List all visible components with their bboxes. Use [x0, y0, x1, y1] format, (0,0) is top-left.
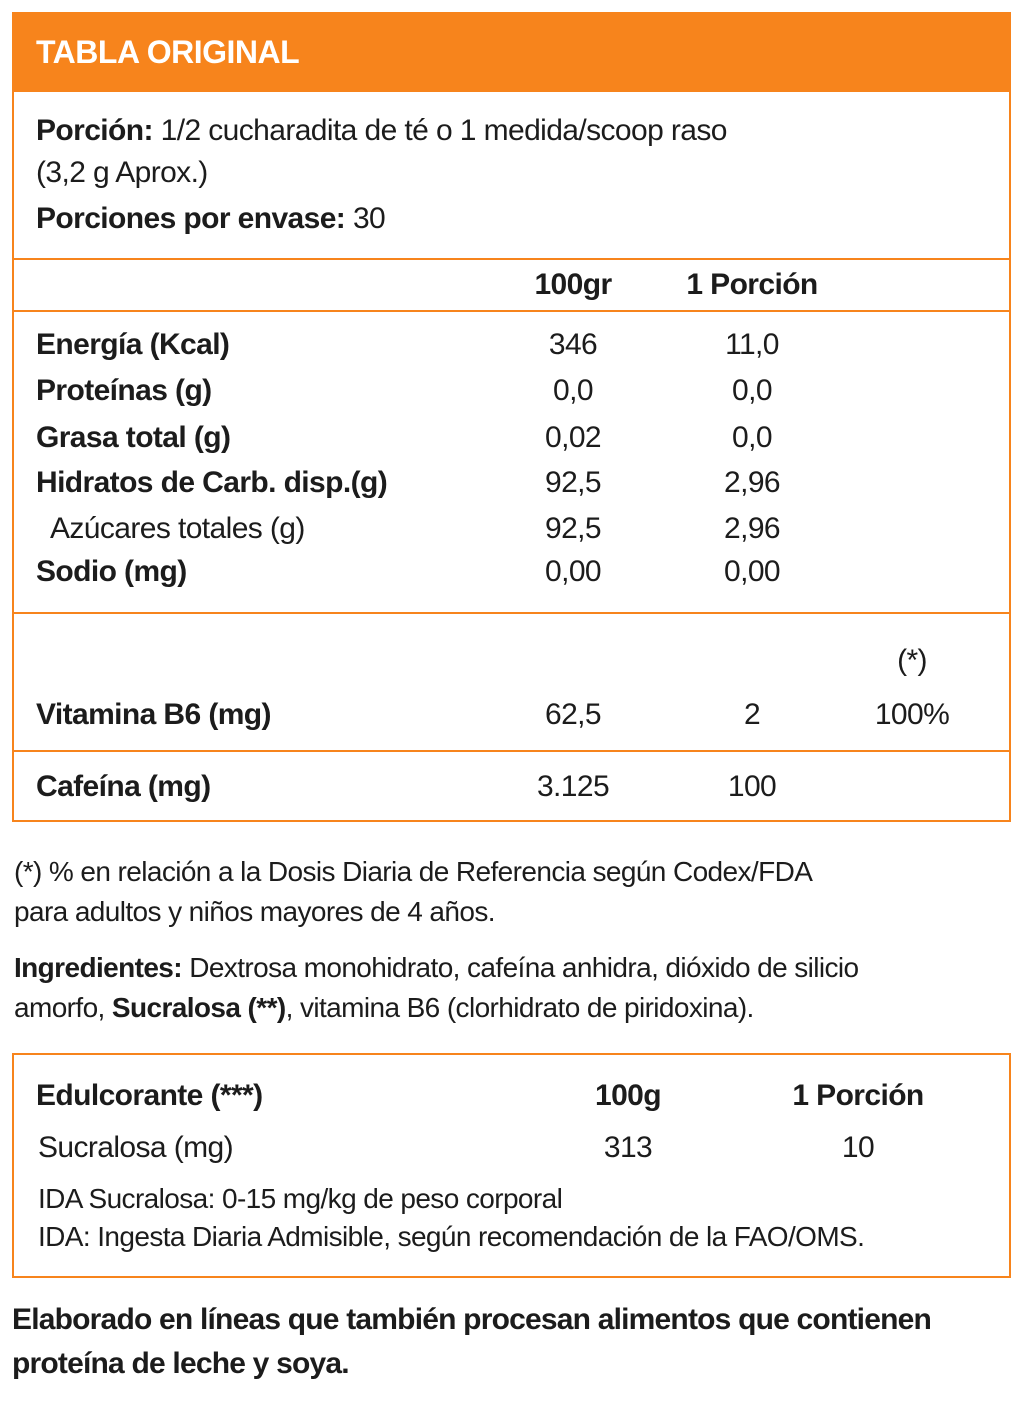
- ingredients-text: amorfo,: [14, 992, 105, 1023]
- nutrient-per100: 346: [548, 328, 598, 361]
- servings-label: Porciones por envase:: [36, 202, 346, 235]
- divider: [14, 750, 1009, 752]
- table-header: TABLA ORIGINAL: [14, 14, 1009, 92]
- nutrient-name: Grasa total (g): [36, 421, 231, 454]
- nutrient-per100: 0,02: [545, 421, 602, 454]
- nutrient-name: Hidratos de Carb. disp.(g): [36, 466, 388, 499]
- divider: [14, 310, 1009, 312]
- sweetener-col-portion: 1 Porción: [792, 1079, 924, 1112]
- caffeine-name: Cafeína (mg): [36, 770, 211, 803]
- ingredients-line: amorfo, Sucralosa (**), vitamina B6 (clo…: [14, 988, 1014, 1028]
- ingredients-label: Ingredientes:: [14, 952, 183, 983]
- sweetener-header: Edulcorante (***): [36, 1079, 263, 1112]
- divider: [14, 612, 1009, 614]
- sweetener-col-100g: 100g: [595, 1079, 662, 1112]
- vitamin-perportion: 2: [743, 698, 761, 731]
- sweetener-row-portion: 10: [841, 1131, 875, 1164]
- nutrient-perportion: 2,96: [724, 466, 781, 499]
- nutrition-table: TABLA ORIGINAL Porción: 1/2 cucharadita …: [12, 12, 1011, 822]
- ingredients-text: , vitamina B6 (clorhidrato de piridoxina…: [285, 992, 755, 1023]
- divider: [14, 258, 1009, 260]
- ida-line: IDA Sucralosa: 0-15 mg/kg de peso corpor…: [38, 1183, 563, 1214]
- nutrient-name-sub: Azúcares totales (g): [50, 512, 305, 545]
- portion-weight: (3,2 g Aprox.): [36, 156, 208, 189]
- allergen-line: proteína de leche y soya.: [12, 1347, 350, 1380]
- vitamin-name: Vitamina B6 (mg): [36, 698, 272, 731]
- sweetener-box: Edulcorante (***) 100g 1 Porción Sucralo…: [12, 1053, 1011, 1278]
- nutrient-name: Proteínas (g): [36, 374, 212, 407]
- ingredients-text: Dextrosa monohidrato, cafeína anhidra, d…: [189, 952, 859, 983]
- portion-label: Porción:: [36, 114, 153, 147]
- vitamin-dv: 100%: [874, 698, 950, 731]
- nutrient-per100: 0,0: [553, 374, 594, 407]
- nutrient-perportion: 11,0: [725, 328, 779, 361]
- col-header-portion: 1 Porción: [686, 268, 818, 301]
- nutrient-per100: 92,5: [545, 512, 602, 545]
- vitamin-per100: 62,5: [545, 698, 602, 731]
- portion-value: 1/2 cucharadita de té o 1 medida/scoop r…: [160, 114, 728, 147]
- allergen-statement: Elaborado en líneas que también procesan…: [12, 1298, 1017, 1386]
- nutrient-name: Sodio (mg): [36, 555, 187, 588]
- allergen-line: Elaborado en líneas que también procesan…: [12, 1303, 932, 1336]
- dv-header: (*): [897, 644, 927, 677]
- caffeine-per100: 3.125: [536, 770, 610, 803]
- ingredients-bold: Sucralosa (**): [111, 992, 286, 1023]
- footnote-line: (*) % en relación a la Dosis Diaria de R…: [14, 856, 813, 887]
- sweetener-row-100g: 313: [603, 1131, 653, 1164]
- sweetener-row-name: Sucralosa (mg): [38, 1131, 234, 1164]
- caffeine-perportion: 100: [727, 770, 777, 803]
- nutrient-name: Energía (Kcal): [36, 328, 230, 361]
- ingredients: Ingredientes: Dextrosa monohidrato, cafe…: [14, 948, 1014, 1028]
- table-title: TABLA ORIGINAL: [36, 34, 300, 70]
- portion-line: Porción: 1/2 cucharadita de té o 1 medid…: [36, 114, 727, 148]
- nutrient-perportion: 0,0: [732, 374, 773, 407]
- nutrient-perportion: 0,00: [724, 555, 781, 588]
- nutrient-per100: 0,00: [545, 555, 602, 588]
- dv-footnote: (*) % en relación a la Dosis Diaria de R…: [14, 852, 1014, 932]
- nutrient-perportion: 2,96: [724, 512, 781, 545]
- ingredients-line: Ingredientes: Dextrosa monohidrato, cafe…: [14, 948, 1014, 988]
- servings-line: Porciones por envase: 30: [36, 202, 386, 236]
- nutrient-perportion: 0,0: [732, 421, 773, 454]
- servings-value: 30: [352, 202, 386, 235]
- footnote-line: para adultos y niños mayores de 4 años.: [14, 896, 496, 927]
- nutrient-per100: 92,5: [545, 466, 602, 499]
- col-header-100g: 100gr: [534, 268, 612, 301]
- ida-line: IDA: Ingesta Diaria Admisible, según rec…: [38, 1221, 865, 1252]
